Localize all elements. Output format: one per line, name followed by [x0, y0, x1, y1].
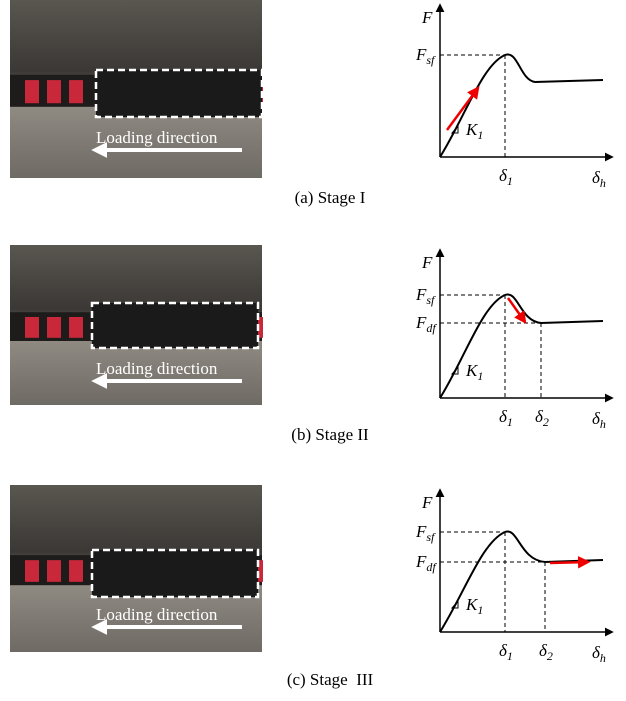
stiffness-label-sub: 1	[477, 603, 483, 617]
level-label: Fsf	[415, 522, 436, 544]
level-label-sub: sf	[426, 293, 436, 307]
photo-red-block	[69, 317, 83, 338]
photo-red-block	[25, 560, 39, 582]
stage-arrow	[445, 85, 480, 131]
displacement-label: δ1	[499, 641, 513, 663]
level-label-base: F	[415, 45, 427, 64]
level-label: Fdf	[415, 313, 437, 335]
stiffness-label-sub: 1	[477, 128, 483, 142]
stiffness-label: K1	[465, 595, 483, 617]
y-axis-label: F	[421, 8, 433, 27]
photo-red-block	[69, 80, 83, 104]
stiffness-triangle	[450, 124, 459, 134]
displacement-label-sub: 1	[507, 174, 513, 188]
level-label-base: F	[415, 552, 427, 571]
stiffness-triangle	[450, 599, 459, 609]
level-label-base: F	[415, 285, 427, 304]
dashed-box	[94, 68, 264, 119]
y-axis-label: F	[421, 493, 433, 512]
photo-red-block	[47, 80, 61, 104]
x-axis-label: δh	[592, 409, 606, 431]
caption: (c) Stage III	[287, 670, 374, 689]
stiffness-label-sub: 1	[477, 369, 483, 383]
photo-red-block	[47, 317, 61, 338]
caption: (b) Stage II	[291, 425, 369, 444]
photo-red-block	[25, 80, 39, 104]
level-label: Fsf	[415, 285, 436, 307]
photo-specimen	[92, 550, 258, 597]
photo-label: Loading direction	[96, 605, 218, 624]
displacement-label-sub: 2	[547, 649, 553, 663]
stiffness-label: K1	[465, 120, 483, 142]
displacement-label-base: δ	[539, 641, 548, 660]
x-axis-label-base: δ	[592, 643, 601, 662]
level-label-base: F	[415, 313, 427, 332]
level-label-sub: sf	[426, 53, 436, 67]
level-label-sub: sf	[426, 530, 436, 544]
level-label: Fdf	[415, 552, 437, 574]
displacement-label-base: δ	[499, 407, 508, 426]
displacement-label-base: δ	[499, 641, 508, 660]
stiffness-label-base: K	[465, 120, 479, 139]
displacement-label-base: δ	[535, 407, 544, 426]
level-label: Fsf	[415, 45, 436, 67]
stage-arrow	[549, 556, 591, 569]
level-label-sub: df	[426, 560, 437, 574]
displacement-label-base: δ	[499, 166, 508, 185]
y-axis-label: F	[421, 253, 433, 272]
displacement-label: δ2	[535, 407, 549, 429]
x-axis-label-base: δ	[592, 168, 601, 187]
level-label-sub: df	[426, 321, 437, 335]
x-axis-label-sub: h	[600, 651, 606, 665]
x-axis-label: δh	[592, 643, 606, 665]
photo-specimen	[96, 70, 262, 117]
dashed-box	[90, 301, 260, 350]
caption: (a) Stage I	[295, 188, 366, 207]
displacement-label-sub: 1	[507, 415, 513, 429]
photo-red-block	[69, 560, 83, 582]
stiffness-label-base: K	[465, 595, 479, 614]
displacement-label: δ2	[539, 641, 553, 663]
x-axis-label: δh	[592, 168, 606, 190]
stiffness-triangle	[450, 365, 459, 375]
displacement-label-sub: 1	[507, 649, 513, 663]
photo-label: Loading direction	[96, 359, 218, 378]
curve	[439, 293, 604, 399]
curve	[439, 53, 604, 158]
stiffness-label-base: K	[465, 361, 479, 380]
level-label-base: F	[415, 522, 427, 541]
curve	[439, 530, 604, 633]
photo-specimen	[92, 303, 258, 348]
dashed-box	[90, 548, 260, 599]
stiffness-label: K1	[465, 361, 483, 383]
x-axis-label-base: δ	[592, 409, 601, 428]
x-axis-label-sub: h	[600, 417, 606, 431]
photo-label: Loading direction	[96, 128, 218, 147]
displacement-label: δ1	[499, 407, 513, 429]
displacement-label: δ1	[499, 166, 513, 188]
stage-arrow	[506, 297, 527, 325]
photo-red-block	[47, 560, 61, 582]
displacement-label-sub: 2	[543, 415, 549, 429]
x-axis-label-sub: h	[600, 176, 606, 190]
photo-red-block	[25, 317, 39, 338]
